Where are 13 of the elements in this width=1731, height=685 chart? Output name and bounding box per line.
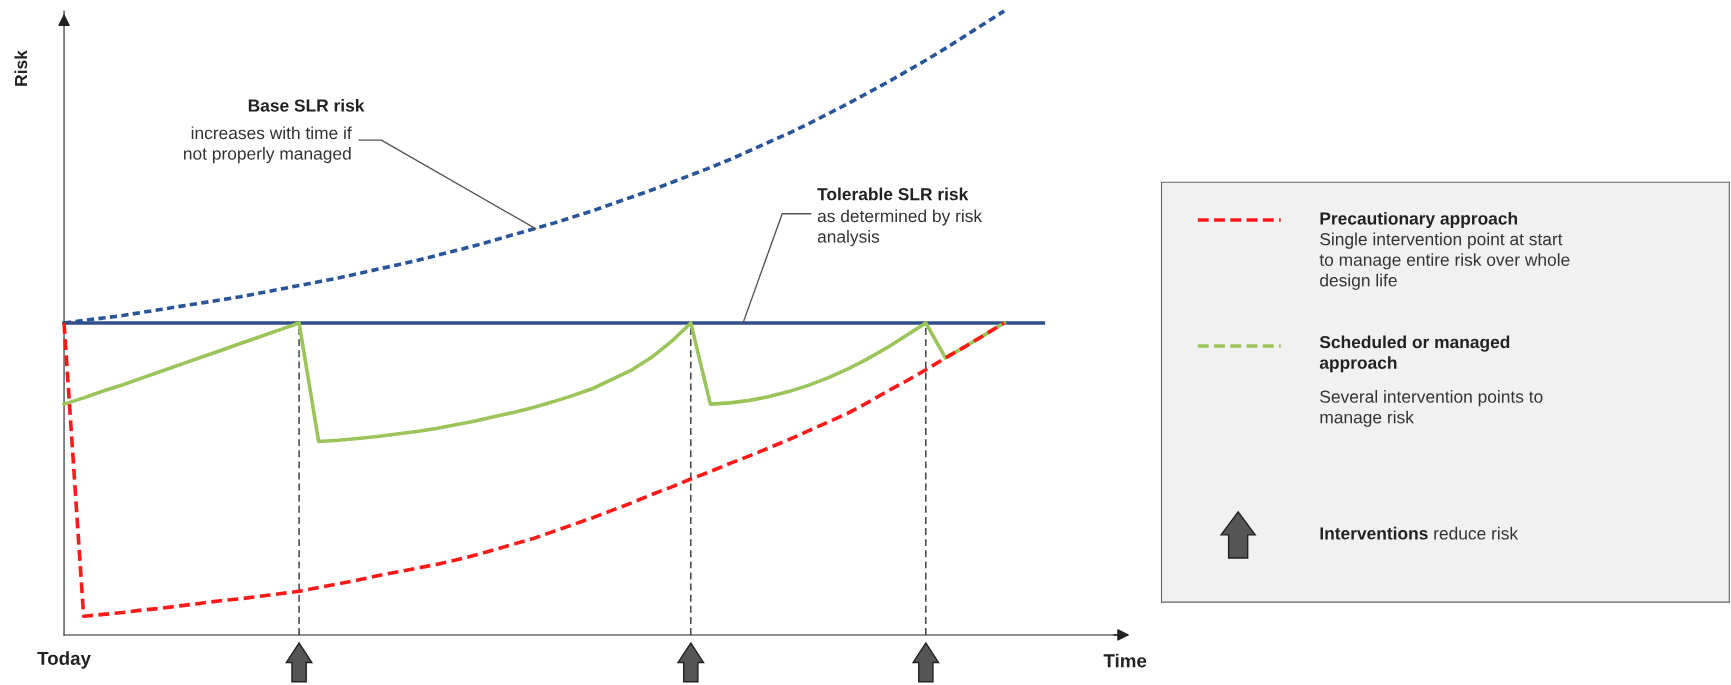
annotation: Tolerable SLR risk — [817, 187, 969, 201]
annotation: Base SLR risk — [248, 98, 365, 112]
text: Today — [37, 651, 91, 669]
annotation: increases with time if not properly managed — [184, 126, 352, 164]
legend-label: Scheduled or managed approach — [1319, 335, 1510, 373]
text: Interventions — [1320, 526, 1428, 540]
x-axis-title: Time — [1103, 653, 1147, 668]
legend-label: Precautionary approach — [1320, 211, 1518, 229]
text: reduce risk — [1434, 526, 1519, 540]
text: Single intervention point at start to manage entire risk over whole design life — [1319, 232, 1570, 290]
annotation: as determined by risk analysis — [817, 209, 983, 247]
y-axis-title: Risk — [14, 50, 28, 86]
text: Several intervention points to manage risk — [1320, 390, 1543, 427]
